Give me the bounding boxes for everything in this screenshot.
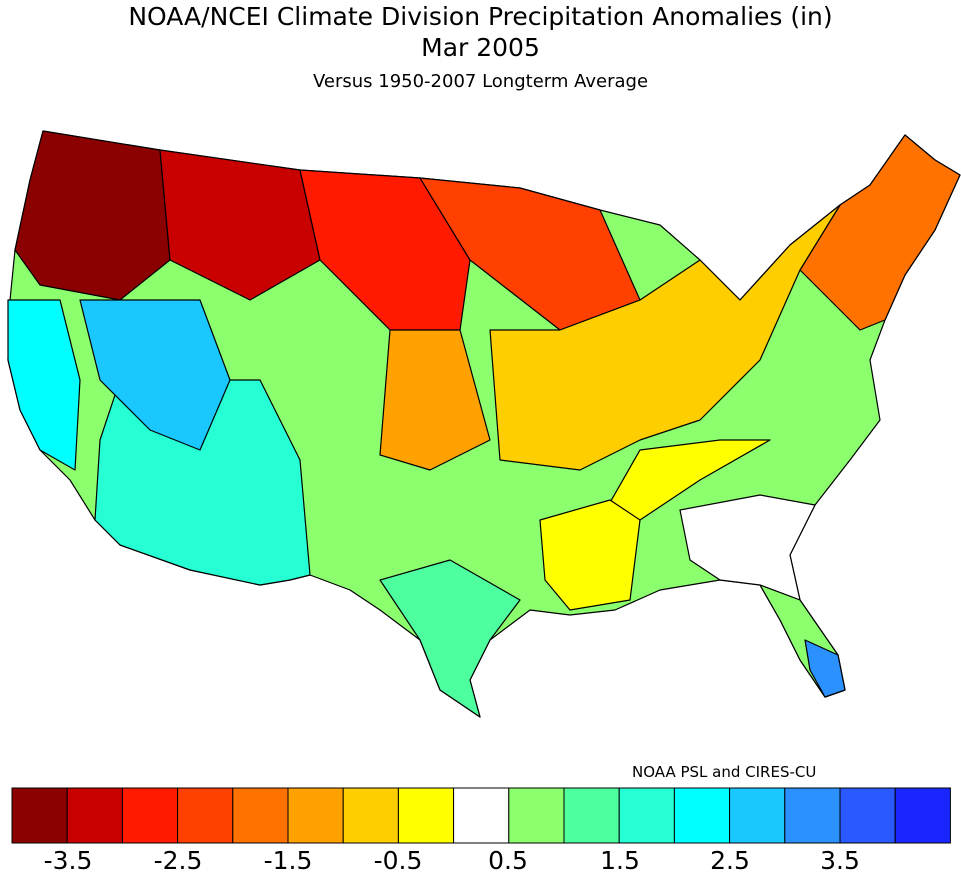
colorbar-swatch <box>784 787 841 844</box>
colorbar-tick-label: 1.5 <box>600 846 640 875</box>
colorbar-swatch <box>11 787 68 844</box>
colorbar-tick-label: 3.5 <box>820 846 860 875</box>
map-subtitle: Versus 1950-2007 Longterm Average <box>312 71 649 92</box>
colorbar-swatch <box>673 787 731 844</box>
region-texas-coast <box>379 559 521 718</box>
colorbar-tick-label: -3.5 <box>43 846 93 875</box>
map-title: NOAA/NCEI Climate Division Precipitation… <box>128 2 833 31</box>
region-new-england <box>799 134 961 331</box>
colorbar-swatch <box>453 787 510 844</box>
region-central-plains <box>379 329 491 471</box>
colorbar-boxes <box>11 787 951 844</box>
colorbar-tick-label: -1.5 <box>263 846 313 875</box>
colorbar-tick-label: -0.5 <box>373 846 423 875</box>
colorbar-swatch <box>563 787 620 844</box>
colorbar-swatch <box>508 787 565 844</box>
region-california-central <box>7 299 81 471</box>
colorbar-tick-label: 0.5 <box>488 846 528 875</box>
colorbar-swatch <box>287 787 344 844</box>
colorbar-swatch <box>894 787 951 844</box>
region-southwest <box>94 379 311 586</box>
colorbar-swatch <box>66 787 123 844</box>
colorbar-swatch <box>177 787 234 844</box>
map-date: Mar 2005 <box>421 33 540 62</box>
colorbar-tick-label: 2.5 <box>710 846 750 875</box>
region-deep-south-dry <box>539 499 641 611</box>
region-northern-rockies <box>159 149 321 301</box>
colorbar-swatch <box>232 787 289 844</box>
colorbar-swatch <box>729 787 786 844</box>
colorbar-swatch <box>397 787 455 844</box>
colorbar-tick-label: -2.5 <box>153 846 203 875</box>
region-south-florida <box>804 639 846 698</box>
colorbar-swatch <box>121 787 179 844</box>
colorbar-swatch <box>839 787 896 844</box>
colorbar-swatch <box>342 787 399 844</box>
colorbar-swatch <box>618 787 675 844</box>
credit-label: NOAA PSL and CIRES-CU <box>632 763 817 781</box>
region-ohio-valley <box>489 204 841 471</box>
region-great-basin <box>79 299 231 451</box>
